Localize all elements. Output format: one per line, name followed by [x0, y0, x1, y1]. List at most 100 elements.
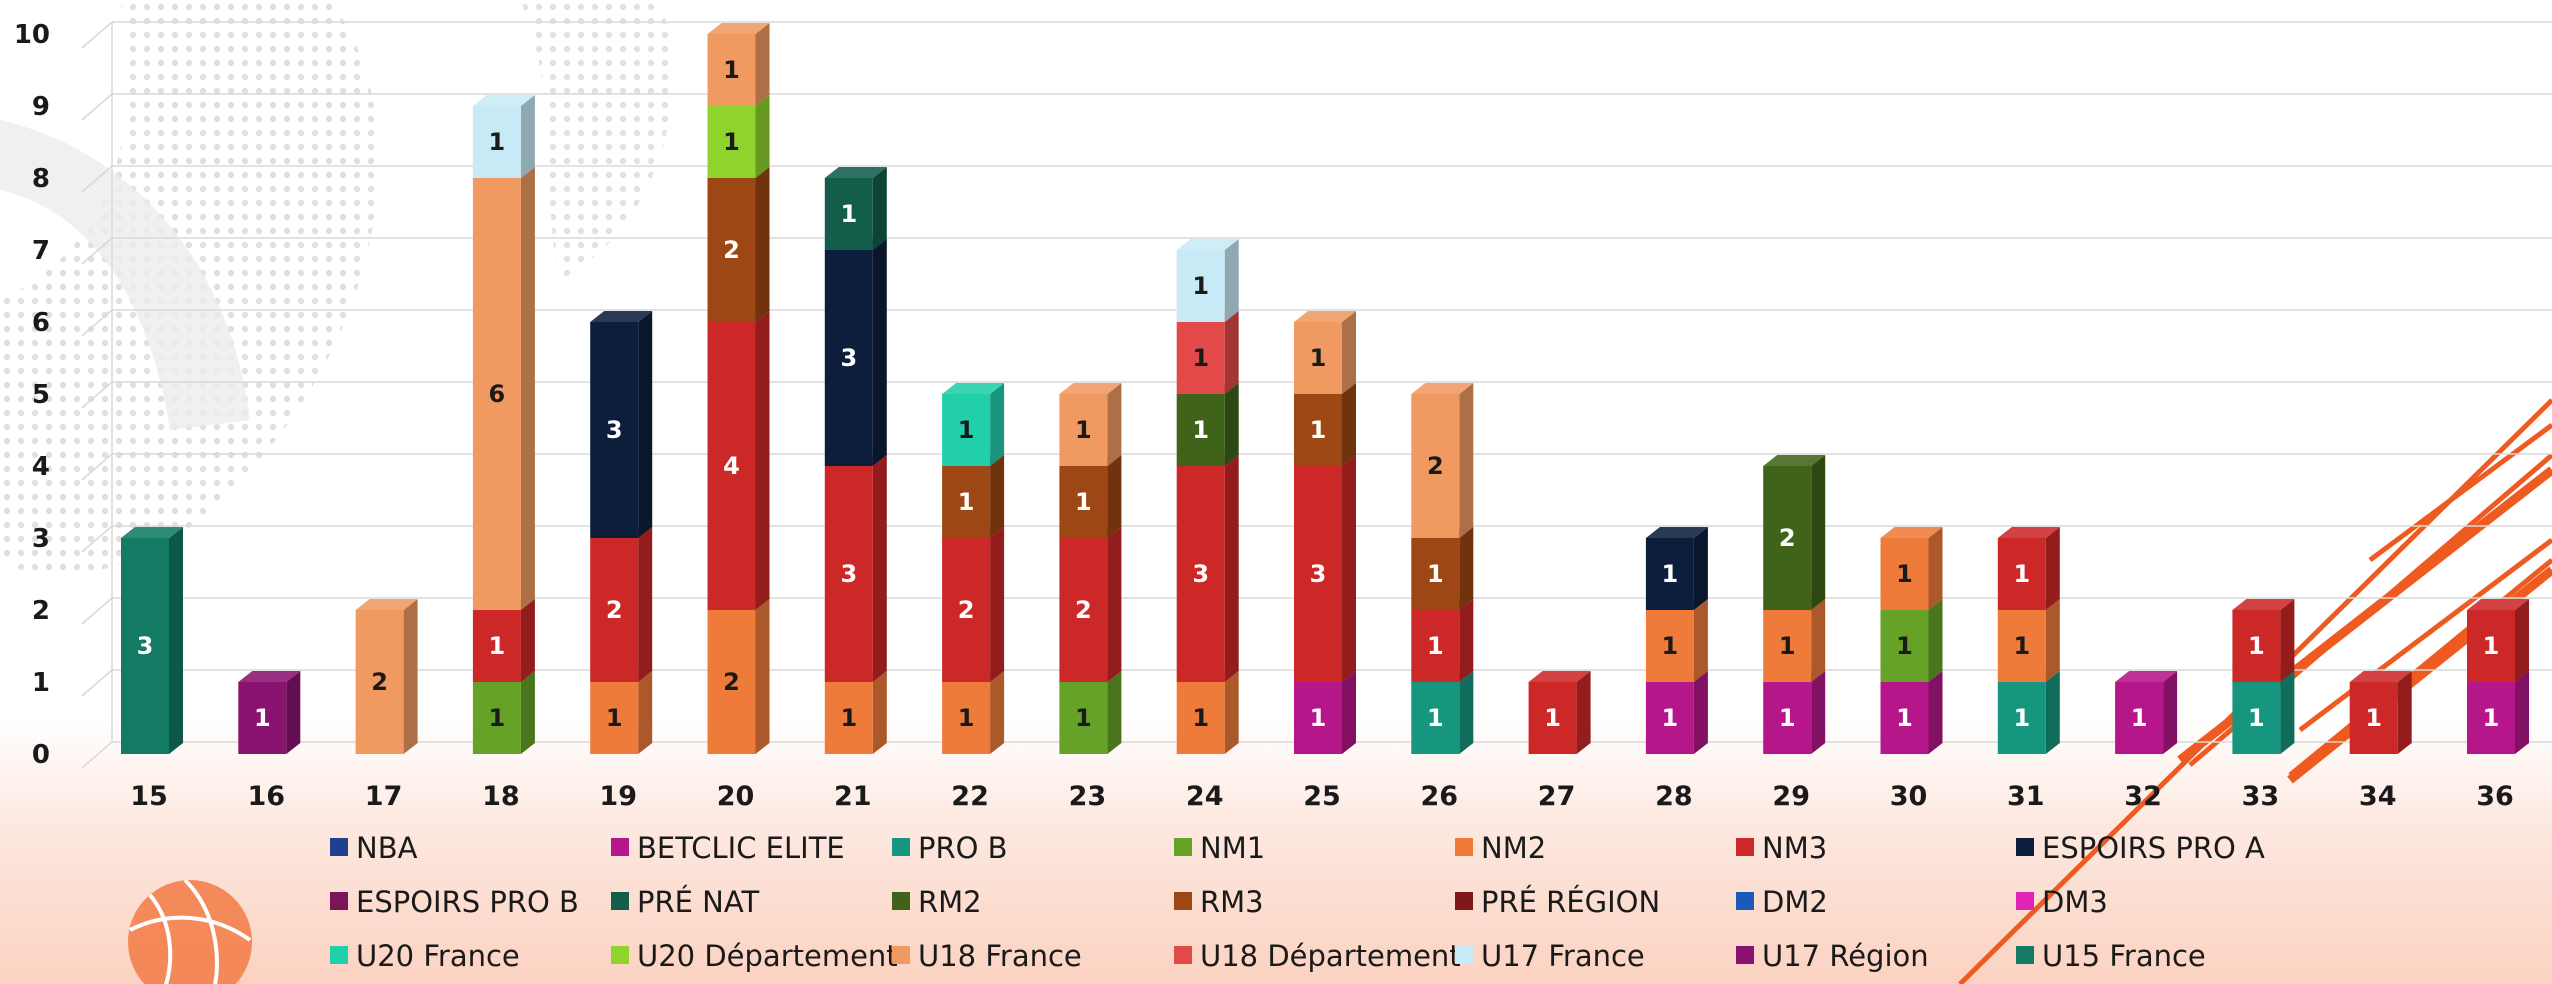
bar-segment: 1 — [1059, 383, 1122, 466]
bar-front — [1997, 610, 2046, 682]
bar-segment: 3 — [824, 455, 887, 682]
bar-segment: 1 — [1880, 671, 1943, 754]
bar-side — [1224, 455, 1239, 682]
bar-stack: 11 — [2232, 599, 2295, 754]
bar-stack: 1 1 1 — [1997, 527, 2060, 754]
x-tick-label: 32 — [2124, 781, 2162, 812]
bar-stack: 11 — [2467, 599, 2529, 754]
data-label: 1 — [1427, 560, 1444, 588]
bar-side — [403, 599, 418, 754]
x-tick-label: 15 — [130, 781, 168, 812]
bar-front — [1294, 322, 1342, 394]
bar-segment: 1 — [942, 455, 1005, 538]
bar-front — [2115, 682, 2164, 754]
data-label: 2 — [723, 236, 740, 264]
data-label: 3 — [1192, 560, 1209, 588]
ball-seam-decoration — [0, 120, 250, 430]
legend-swatch — [611, 892, 629, 910]
data-label: 1 — [840, 704, 857, 732]
bar-front — [355, 610, 404, 754]
legend-swatch — [330, 892, 348, 910]
data-label: 1 — [1896, 632, 1913, 660]
bar-front — [2349, 682, 2398, 754]
x-tick-label: 30 — [1890, 781, 1928, 812]
legend-item: U18 Département — [1174, 939, 1461, 973]
bar-top — [942, 383, 1005, 394]
legend-label: RM3 — [1200, 885, 1264, 919]
legend-label: ESPOIRS PRO B — [356, 885, 579, 919]
data-label: 1 — [1544, 704, 1561, 732]
bar-stack: 1 1 1 — [1880, 527, 1943, 754]
data-label: 1 — [2013, 632, 2030, 660]
bar-front — [472, 106, 521, 178]
x-tick-label: 20 — [717, 781, 755, 812]
bar-front — [824, 250, 873, 466]
bar-stack: 1 — [2349, 671, 2412, 754]
bar-segment: 2 — [590, 527, 653, 682]
data-label: 1 — [1075, 416, 1092, 444]
bar-segment: 1 — [1645, 671, 1708, 754]
legend-item: U20 France — [330, 939, 520, 973]
stripe-decoration — [2288, 558, 2552, 777]
data-label: 3 — [1310, 560, 1327, 588]
bar-front — [1763, 610, 1812, 682]
data-label: 1 — [1662, 560, 1679, 588]
bar-top — [2349, 671, 2412, 682]
bar-segment: 1 — [590, 671, 653, 754]
bars: 3121161123242111331121112111311113111112… — [121, 23, 2529, 754]
gridline — [81, 165, 113, 193]
bar-stack: 1 — [1528, 671, 1591, 754]
legend-item: ESPOIRS PRO B — [330, 885, 579, 919]
bar-side — [755, 23, 770, 106]
data-label: 2 — [371, 668, 388, 696]
bar-side — [755, 167, 770, 322]
legend-swatch — [611, 838, 629, 856]
bar-side — [520, 167, 535, 610]
bar-segment: 3 — [824, 239, 887, 466]
bar-segment: 2 — [707, 599, 770, 754]
bar-segment: 1 — [1880, 527, 1943, 610]
bar-side — [286, 671, 301, 754]
data-label: 1 — [1662, 704, 1679, 732]
bar-stack: 2 4 2 1 1 — [707, 23, 770, 754]
legend-swatch — [1736, 892, 1754, 910]
legend-label: U18 Département — [1200, 939, 1461, 973]
bar-side — [1693, 527, 1708, 610]
bar-front — [1997, 538, 2046, 610]
bar-side — [755, 599, 770, 754]
bar-segment: 4 — [707, 311, 770, 610]
bar-front — [824, 178, 873, 250]
legend-swatch — [892, 946, 910, 964]
bar-side — [2045, 599, 2060, 682]
bar-segment: 2 — [1059, 527, 1122, 682]
data-label: 1 — [1192, 704, 1209, 732]
legend: NBA BETCLIC ELITE PRO B NM1 NM2 NM3 ESPOIRS PR… — [330, 831, 2265, 973]
stripe-decoration — [2368, 422, 2552, 563]
data-label: 1 — [958, 704, 975, 732]
legend-swatch — [1736, 946, 1754, 964]
legend-label: U20 Département — [637, 939, 898, 973]
bar-side — [520, 95, 535, 178]
bar-front — [590, 682, 639, 754]
legend-label: DM3 — [2042, 885, 2108, 919]
legend-item: RM3 — [1174, 885, 1264, 919]
legend-item: PRÉ NAT — [611, 885, 759, 919]
data-label: 3 — [606, 416, 623, 444]
bar-top — [121, 527, 183, 538]
y-tick-label: 4 — [32, 452, 50, 482]
data-label: 2 — [606, 596, 623, 624]
bar-segment: 3 — [590, 311, 653, 538]
legend-label: NM2 — [1481, 831, 1546, 865]
bar-side — [2045, 527, 2060, 610]
legend-label: RM2 — [918, 885, 982, 919]
x-tick-label: 26 — [1421, 781, 1459, 812]
bar-front — [1645, 538, 1694, 610]
bar-front — [1645, 610, 1694, 682]
bar-front — [1411, 682, 1460, 754]
bar-segment: 1 — [1411, 527, 1474, 610]
data-label: 1 — [958, 488, 975, 516]
x-tick-label: 24 — [1186, 781, 1224, 812]
halftone-decoration — [520, 0, 673, 280]
bar-side — [755, 311, 770, 610]
bar-front — [1645, 682, 1694, 754]
